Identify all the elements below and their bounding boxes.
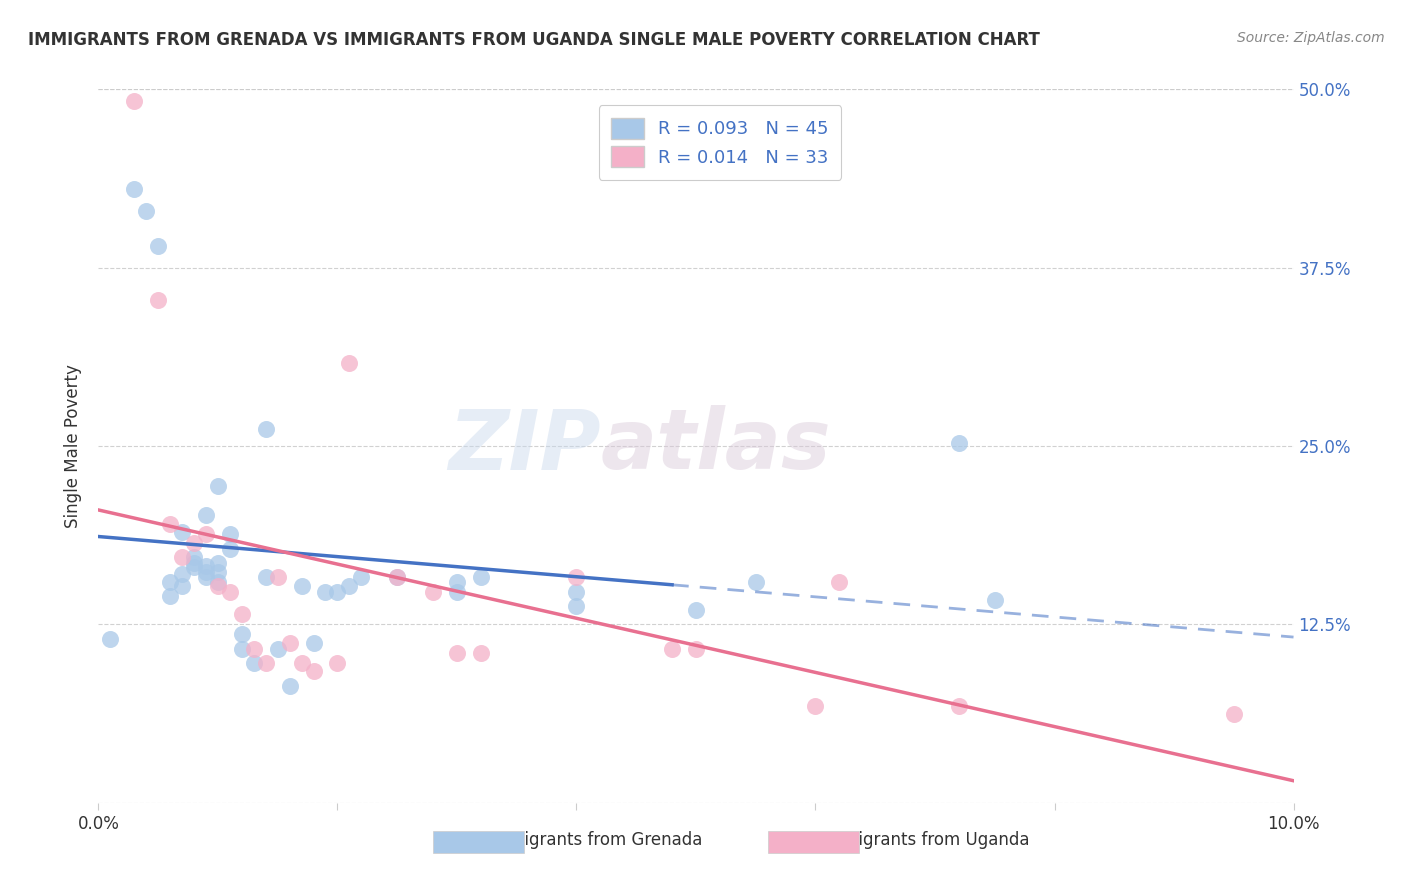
Point: [100, 632, 122, 646]
Point: [183, 536, 205, 550]
Point: [291, 656, 314, 670]
Point: [302, 636, 325, 650]
Point: [315, 584, 337, 599]
Point: [172, 550, 194, 565]
Point: [828, 574, 851, 589]
Point: [1223, 707, 1246, 722]
Point: [183, 556, 205, 570]
Text: Source: ZipAtlas.com: Source: ZipAtlas.com: [1237, 31, 1385, 45]
Point: [172, 567, 194, 582]
Y-axis label: Single Male Poverty: Single Male Poverty: [65, 364, 83, 528]
Point: [350, 570, 373, 584]
Point: [326, 656, 349, 670]
Point: [254, 422, 277, 436]
Point: [135, 203, 157, 218]
Point: [243, 656, 266, 670]
Point: [291, 579, 314, 593]
Point: [172, 524, 194, 539]
Text: atlas: atlas: [600, 406, 831, 486]
Point: [172, 579, 194, 593]
Point: [195, 565, 218, 579]
Point: [183, 550, 205, 565]
Point: [124, 182, 146, 196]
Point: [661, 641, 683, 656]
Point: [159, 589, 181, 603]
Point: [804, 698, 827, 713]
Point: [207, 479, 229, 493]
Point: [565, 599, 588, 613]
Point: [124, 94, 146, 108]
Point: [195, 570, 218, 584]
Point: [446, 584, 468, 599]
Point: [385, 570, 409, 584]
Point: [195, 508, 218, 522]
Point: [207, 574, 229, 589]
Point: [278, 679, 301, 693]
Point: [685, 603, 707, 617]
Point: [267, 570, 290, 584]
Point: [231, 627, 253, 641]
Point: [565, 570, 588, 584]
Point: [195, 558, 218, 573]
Point: [183, 560, 205, 574]
Point: [339, 579, 360, 593]
Point: [219, 541, 242, 556]
Point: [278, 636, 301, 650]
Point: [267, 641, 290, 656]
Point: [148, 239, 170, 253]
Point: [219, 584, 242, 599]
Text: ZIP: ZIP: [447, 406, 600, 486]
Point: [565, 584, 588, 599]
Point: [254, 656, 277, 670]
Point: [470, 646, 492, 660]
Point: [148, 293, 170, 308]
Text: Immigrants from Uganda: Immigrants from Uganda: [821, 831, 1031, 849]
Point: [231, 607, 253, 622]
Point: [745, 574, 768, 589]
Point: [339, 356, 360, 370]
Point: [446, 574, 468, 589]
Point: [254, 570, 277, 584]
FancyBboxPatch shape: [768, 831, 859, 853]
Point: [948, 436, 970, 450]
Point: [207, 556, 229, 570]
Point: [326, 584, 349, 599]
Text: Immigrants from Grenada: Immigrants from Grenada: [486, 831, 702, 849]
Point: [984, 593, 1007, 607]
Point: [195, 527, 218, 541]
Point: [470, 570, 492, 584]
Point: [207, 565, 229, 579]
Point: [948, 698, 970, 713]
Point: [159, 574, 181, 589]
Point: [159, 517, 181, 532]
Point: [422, 584, 444, 599]
Point: [219, 527, 242, 541]
Point: [243, 641, 266, 656]
Point: [385, 570, 409, 584]
Point: [231, 641, 253, 656]
FancyBboxPatch shape: [433, 831, 524, 853]
Point: [685, 641, 707, 656]
Legend: R = 0.093   N = 45, R = 0.014   N = 33: R = 0.093 N = 45, R = 0.014 N = 33: [599, 105, 841, 179]
Point: [446, 646, 468, 660]
Point: [302, 665, 325, 679]
Point: [207, 579, 229, 593]
Text: IMMIGRANTS FROM GRENADA VS IMMIGRANTS FROM UGANDA SINGLE MALE POVERTY CORRELATIO: IMMIGRANTS FROM GRENADA VS IMMIGRANTS FR…: [28, 31, 1040, 49]
